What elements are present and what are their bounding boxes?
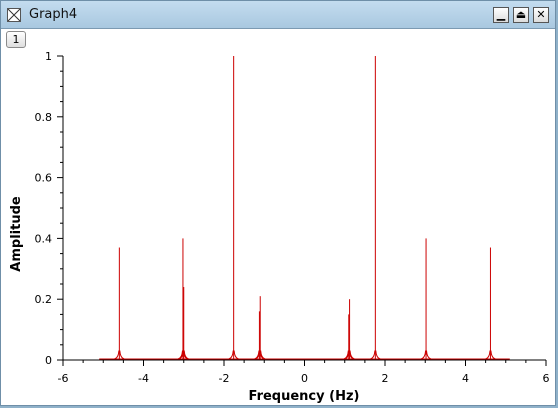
x-tick-label: 2 <box>382 372 389 385</box>
spectrum-peak-skirt <box>485 350 496 360</box>
spectrum-peak-skirt <box>228 350 239 360</box>
spectrum-peak-skirt <box>420 350 432 360</box>
y-tick-label: 0.8 <box>35 111 53 124</box>
maximize-icon: ⏏ <box>515 8 527 21</box>
spectrum-peak-skirt <box>178 350 189 360</box>
layer-button[interactable]: 1 <box>6 31 26 48</box>
chart-axes <box>62 56 546 361</box>
window-title: Graph4 <box>29 7 78 22</box>
x-tick-label: 0 <box>301 372 308 385</box>
minimize-button[interactable]: ▁ <box>493 7 509 23</box>
x-tick-label: -6 <box>58 372 69 385</box>
y-axis-label: Amplitude <box>9 196 24 272</box>
y-tick-label: 0.4 <box>35 232 53 245</box>
title-bar[interactable]: Graph4 ▁ ⏏ ✕ <box>1 1 555 29</box>
spectrum-peak-skirt <box>343 350 354 360</box>
x-tick-label: 6 <box>543 372 550 385</box>
x-tick-label: -4 <box>138 372 149 385</box>
chart-series <box>99 56 510 360</box>
spectrum-peak-skirt <box>114 350 125 360</box>
minimize-icon: ▁ <box>496 8 506 21</box>
y-tick-label: 0 <box>45 354 52 367</box>
y-tick-label: 0.6 <box>35 172 53 185</box>
y-tick-label: 1 <box>45 50 52 63</box>
graph-window-icon <box>7 8 21 22</box>
close-button[interactable]: ✕ <box>533 7 549 23</box>
close-icon: ✕ <box>536 8 546 21</box>
maximize-button[interactable]: ⏏ <box>513 7 529 23</box>
x-tick-label: 4 <box>462 372 469 385</box>
spectrum-chart: -6 -4 -2 0 2 4 600.20.40.60.81 Frequency (Hz) … <box>9 50 550 404</box>
x-tick-label: -2 <box>219 372 230 385</box>
x-axis-label: Frequency (Hz) <box>249 389 360 404</box>
spectrum-peak-skirt <box>370 350 381 360</box>
y-tick-label: 0.2 <box>35 293 53 306</box>
spectrum-peak-skirt <box>254 350 265 360</box>
chart-ticks: -6 -4 -2 0 2 4 6 0 0.2 0.4 0.6 0.8 1 <box>35 50 550 385</box>
